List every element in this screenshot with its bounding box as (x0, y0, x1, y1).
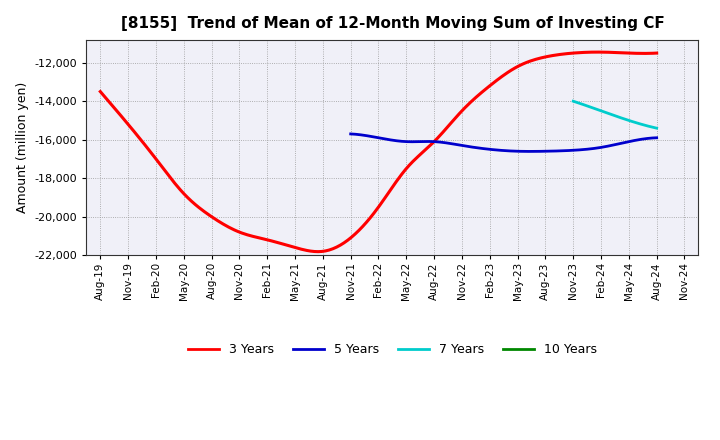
Legend: 3 Years, 5 Years, 7 Years, 10 Years: 3 Years, 5 Years, 7 Years, 10 Years (183, 338, 602, 361)
Y-axis label: Amount (million yen): Amount (million yen) (16, 82, 29, 213)
Title: [8155]  Trend of Mean of 12-Month Moving Sum of Investing CF: [8155] Trend of Mean of 12-Month Moving … (120, 16, 665, 32)
